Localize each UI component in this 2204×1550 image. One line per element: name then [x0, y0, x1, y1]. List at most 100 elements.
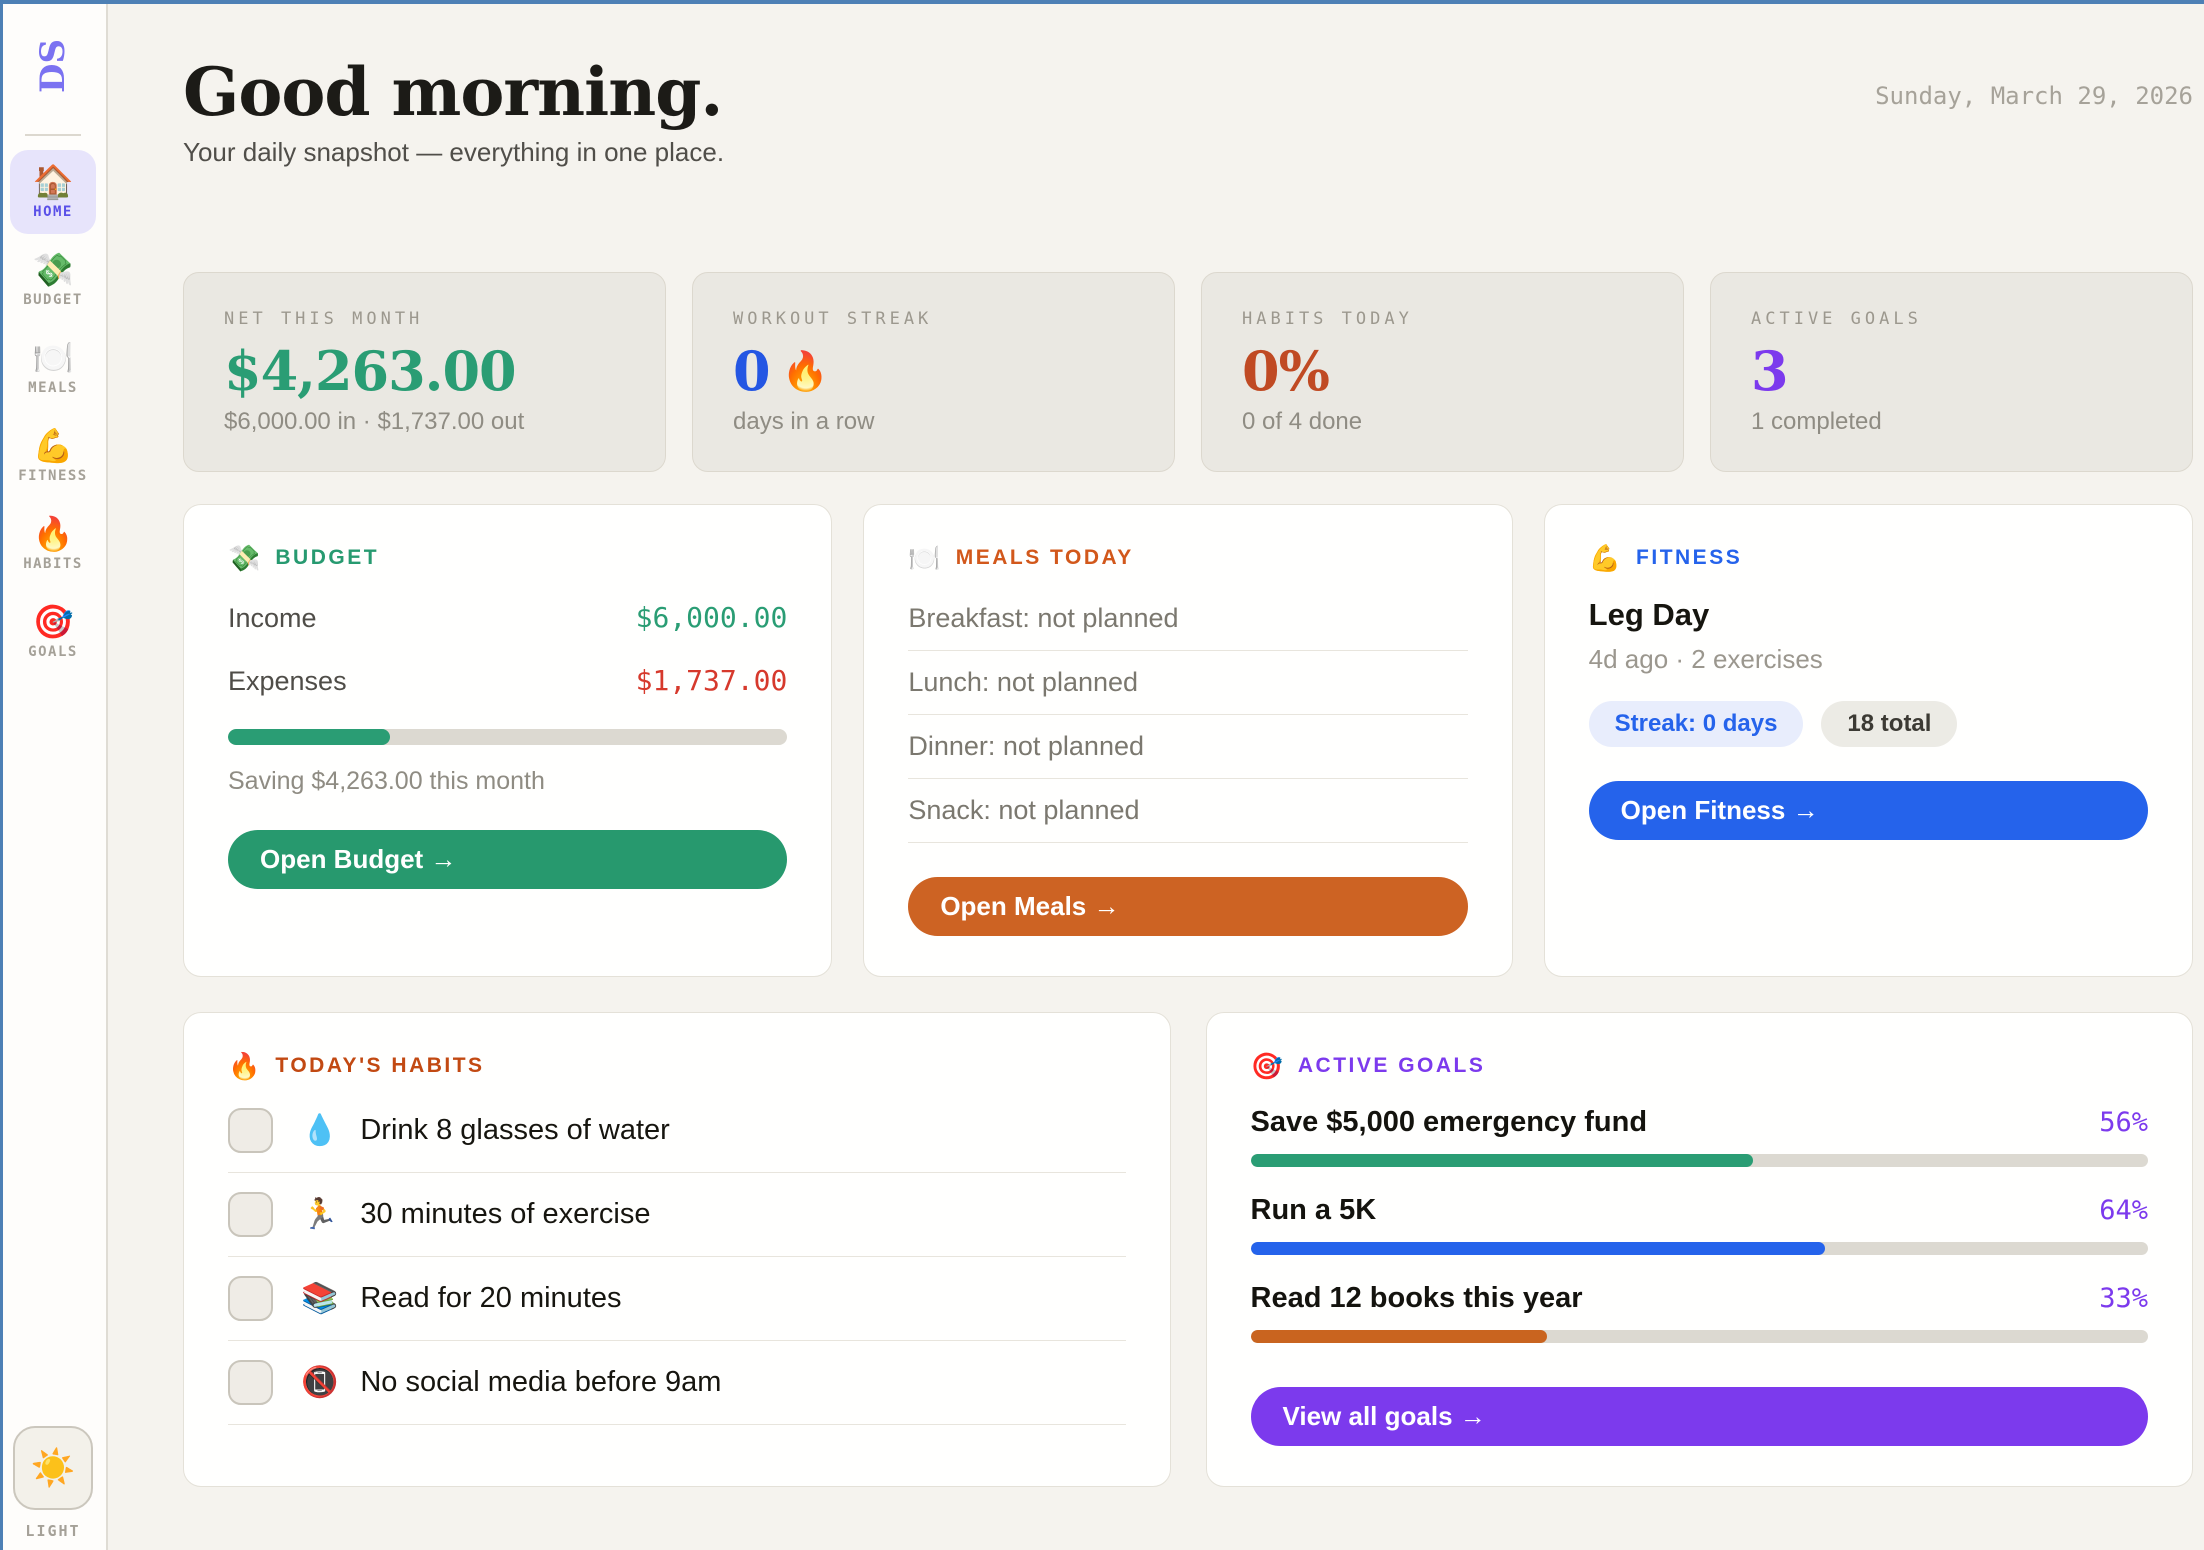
- sidebar-item-label: FITNESS: [18, 467, 88, 484]
- goal-progress-track: [1250, 1241, 2148, 1255]
- goal-progress-fill: [1250, 1153, 1754, 1167]
- habits-card: 🔥 TODAY'S HABITS 💧 Drink 8 glasses of wa…: [183, 1011, 1171, 1487]
- view-all-goals-button[interactable]: View all goals →: [1250, 1386, 2148, 1446]
- goal-percent: 64%: [2099, 1194, 2148, 1226]
- goal-percent: 33%: [2099, 1282, 2148, 1314]
- window-accent-left: [0, 0, 3, 1550]
- fire-icon: 🔥: [32, 514, 74, 552]
- habit-text: Drink 8 glasses of water: [360, 1113, 670, 1146]
- stat-card-habits-today: HABITS TODAY 0% 0 of 4 done: [1201, 271, 1684, 472]
- goal-progress-track: [1250, 1329, 2148, 1343]
- stats-row: NET THIS MONTH $4,263.00 $6,000.00 in · …: [183, 271, 2193, 472]
- meal-row-dinner: Dinner: not planned: [908, 715, 1468, 779]
- target-icon: 🎯: [32, 602, 74, 640]
- goal-name: Read 12 books this year: [1250, 1281, 1583, 1314]
- sidebar-item-meals[interactable]: 🍽️ MEALS: [10, 326, 96, 410]
- habit-row: 💧 Drink 8 glasses of water: [228, 1089, 1126, 1173]
- money-wings-icon: 💸: [32, 250, 74, 288]
- goal-item: Save $5,000 emergency fund 56%: [1250, 1105, 2148, 1167]
- runner-icon: 🏃: [301, 1197, 339, 1231]
- plate-cutlery-icon: 🍽️: [908, 542, 941, 573]
- workout-meta: 4d ago · 2 exercises: [1588, 643, 1823, 674]
- app-logo: DS: [33, 38, 73, 94]
- no-mobile-icon: 📵: [301, 1365, 339, 1399]
- cards-row-2: 💸 BUDGET Income $6,000.00 Expenses $1,73…: [183, 503, 2193, 977]
- budget-progress-track: [228, 728, 788, 745]
- meal-list: Breakfast: not planned Lunch: not planne…: [908, 587, 1468, 843]
- sidebar-item-fitness[interactable]: 💪 FITNESS: [10, 414, 96, 498]
- stat-subtext: $6,000.00 in · $1,737.00 out: [224, 408, 525, 436]
- sun-icon: ☀️: [30, 1447, 76, 1488]
- books-icon: 📚: [301, 1281, 339, 1315]
- sidebar-item-label: BUDGET: [23, 291, 83, 308]
- stat-card-workout-streak: WORKOUT STREAK 0 🔥 days in a row: [692, 271, 1175, 472]
- habit-checkbox[interactable]: [228, 1191, 273, 1237]
- fire-icon: 🔥: [228, 1050, 261, 1081]
- expenses-value: $1,737.00: [635, 663, 788, 697]
- saving-text: Saving $4,263.00 this month: [228, 766, 545, 795]
- workout-name: Leg Day: [1588, 596, 1710, 632]
- fitness-card: 💪 FITNESS Leg Day 4d ago · 2 exercises S…: [1543, 503, 2193, 977]
- habit-text: Read for 20 minutes: [360, 1281, 622, 1314]
- meal-row-lunch: Lunch: not planned: [908, 651, 1468, 715]
- stat-subtext: days in a row: [733, 408, 875, 436]
- habit-row: 📵 No social media before 9am: [228, 1341, 1126, 1425]
- budget-progress-fill: [228, 728, 391, 745]
- page-header: Good morning. Your daily snapshot — ever…: [183, 56, 2193, 168]
- current-date: Sunday, March 29, 2026: [1875, 82, 2193, 110]
- stat-label: NET THIS MONTH: [224, 308, 424, 329]
- goal-item: Read 12 books this year 33%: [1250, 1281, 2148, 1343]
- habit-row: 📚 Read for 20 minutes: [228, 1257, 1126, 1341]
- plate-cutlery-icon: 🍽️: [32, 338, 74, 376]
- fire-icon: 🔥: [781, 347, 829, 393]
- goals-card: 🎯 ACTIVE GOALS Save $5,000 emergency fun…: [1205, 1011, 2193, 1487]
- fitness-badges: Streak: 0 days 18 total: [1588, 700, 2148, 747]
- money-wings-icon: 💸: [228, 542, 261, 573]
- stat-label: HABITS TODAY: [1242, 308, 1413, 329]
- theme-toggle-label: LIGHT: [25, 1522, 81, 1540]
- page-title: Good morning.: [183, 53, 723, 131]
- total-badge: 18 total: [1821, 700, 1958, 747]
- open-meals-button[interactable]: Open Meals →: [908, 876, 1468, 936]
- income-value: $6,000.00: [635, 600, 788, 634]
- habits-card-title: TODAY'S HABITS: [275, 1053, 485, 1077]
- budget-card: 💸 BUDGET Income $6,000.00 Expenses $1,73…: [183, 503, 833, 977]
- target-icon: 🎯: [1250, 1050, 1283, 1081]
- stat-value: $4,263.00: [224, 338, 517, 403]
- sidebar-item-goals[interactable]: 🎯 GOALS: [10, 590, 96, 674]
- habit-checkbox[interactable]: [228, 1107, 273, 1153]
- habit-list: 💧 Drink 8 glasses of water 🏃 30 minutes …: [228, 1089, 1126, 1425]
- sidebar-item-home[interactable]: 🏠 HOME: [10, 150, 96, 234]
- income-row: Income $6,000.00: [228, 600, 788, 634]
- main-content: Good morning. Your daily snapshot — ever…: [108, 0, 2204, 1550]
- expenses-row: Expenses $1,737.00: [228, 663, 788, 697]
- sidebar-item-budget[interactable]: 💸 BUDGET: [10, 238, 96, 322]
- stat-value: 0%: [1242, 338, 1330, 403]
- sidebar-item-label: HOME: [33, 203, 73, 220]
- budget-card-title: BUDGET: [275, 545, 380, 569]
- stat-label: WORKOUT STREAK: [733, 308, 933, 329]
- goal-progress-fill: [1250, 1329, 1547, 1343]
- open-fitness-button[interactable]: Open Fitness →: [1588, 780, 2148, 840]
- stat-subtext: 0 of 4 done: [1242, 408, 1363, 436]
- sidebar-item-habits[interactable]: 🔥 HABITS: [10, 502, 96, 586]
- theme-toggle-button[interactable]: ☀️: [13, 1426, 93, 1510]
- stat-subtext: 1 completed: [1751, 408, 1882, 436]
- habit-checkbox[interactable]: [228, 1275, 273, 1321]
- open-budget-button[interactable]: Open Budget →: [228, 829, 788, 889]
- stat-card-active-goals: ACTIVE GOALS 3 1 completed: [1710, 271, 2193, 472]
- goal-name: Save $5,000 emergency fund: [1250, 1105, 1648, 1138]
- sidebar-item-label: HABITS: [23, 555, 83, 572]
- fitness-card-title: FITNESS: [1636, 545, 1743, 569]
- habit-checkbox[interactable]: [228, 1359, 273, 1405]
- home-icon: 🏠: [32, 162, 74, 200]
- stat-value: 0 🔥: [733, 338, 829, 403]
- biceps-icon: 💪: [1588, 542, 1622, 573]
- sidebar-item-label: MEALS: [28, 379, 78, 396]
- stat-label: ACTIVE GOALS: [1751, 308, 1922, 329]
- water-droplet-icon: 💧: [301, 1113, 339, 1147]
- stat-card-net-month: NET THIS MONTH $4,263.00 $6,000.00 in · …: [183, 271, 666, 472]
- page-subtitle: Your daily snapshot — everything in one …: [183, 136, 725, 167]
- biceps-icon: 💪: [32, 426, 74, 464]
- streak-badge: Streak: 0 days: [1588, 700, 1804, 747]
